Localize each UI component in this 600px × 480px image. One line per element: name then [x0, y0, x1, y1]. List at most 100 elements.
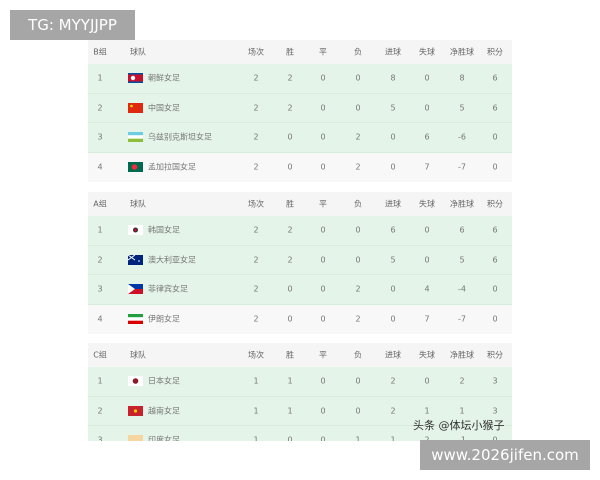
watermark-source: 头条 @体坛小猴子: [413, 419, 505, 432]
table-row[interactable]: 1 韩国女足 2 2 0 0 6 0 6 6: [88, 216, 512, 246]
stat-d: 0: [320, 435, 326, 441]
bangladesh-flag-icon: [128, 162, 143, 173]
stat-gf: 6: [390, 225, 396, 235]
stat-ga: 4: [424, 284, 430, 294]
stat-p: 1: [253, 406, 259, 416]
stat-w: 0: [287, 132, 293, 142]
column-header: 净胜球: [450, 199, 474, 209]
stat-d: 0: [320, 284, 326, 294]
group-table: B组 球队 场次 胜 平 负 进球 失球 净胜球 积分 1 朝鲜女足 2 2 0 0 8 0 8 6 2 中国女足 2 2 0 0…: [88, 40, 512, 182]
stat-pts: 6: [492, 73, 498, 83]
table-row[interactable]: 2 越南女足 1 1 0 0 2 1 1 3: [88, 396, 512, 426]
rank: 1: [97, 376, 103, 386]
stat-l: 2: [355, 284, 361, 294]
stat-gf: 1: [390, 435, 396, 441]
team-name[interactable]: 韩国女足: [148, 225, 180, 235]
rank: 2: [97, 255, 103, 265]
rank: 1: [97, 225, 103, 235]
stat-pts: 0: [492, 435, 498, 441]
team-name[interactable]: 菲律宾女足: [148, 284, 188, 294]
stat-gd: -7: [458, 162, 466, 172]
column-header: 积分: [487, 199, 503, 209]
stat-pts: 6: [492, 255, 498, 265]
stat-pts: 0: [492, 314, 498, 324]
rank: 1: [97, 73, 103, 83]
stat-p: 2: [253, 103, 259, 113]
team-name[interactable]: 伊朗女足: [148, 314, 180, 324]
table-row[interactable]: 2 中国女足 2 2 0 0 5 0 5 6: [88, 93, 512, 123]
stat-d: 0: [320, 103, 326, 113]
australia-flag-icon: [128, 254, 143, 265]
column-header: 球队: [130, 199, 146, 209]
stat-ga: 6: [424, 132, 430, 142]
china-flag-icon: [128, 102, 143, 113]
watermark-top: TG: MYYJJPP: [10, 10, 135, 40]
stat-w: 2: [287, 73, 293, 83]
stat-p: 2: [253, 314, 259, 324]
stat-ga: 2: [424, 435, 430, 441]
table-row[interactable]: 1 朝鲜女足 2 2 0 0 8 0 8 6: [88, 64, 512, 94]
uzbekistan-flag-icon: [128, 132, 143, 143]
stat-gf: 0: [390, 132, 396, 142]
rank: 4: [97, 162, 103, 172]
column-header: 球队: [130, 47, 146, 57]
table-row[interactable]: 2 澳大利亚女足 2 2 0 0 5 0 5 6: [88, 245, 512, 275]
rank: 3: [97, 284, 103, 294]
group-name: A组: [93, 199, 107, 209]
team-name[interactable]: 越南女足: [148, 406, 180, 416]
stat-p: 1: [253, 376, 259, 386]
column-header: 胜: [286, 350, 294, 360]
column-header: 球队: [130, 350, 146, 360]
team-name[interactable]: 印度女足: [148, 435, 180, 441]
rank: 2: [97, 103, 103, 113]
team-name[interactable]: 澳大利亚女足: [148, 255, 196, 265]
column-header: 进球: [385, 199, 401, 209]
stat-p: 2: [253, 255, 259, 265]
stat-l: 0: [355, 406, 361, 416]
stat-pts: 0: [492, 284, 498, 294]
team-name[interactable]: 中国女足: [148, 103, 180, 113]
japan-flag-icon: [128, 376, 143, 387]
stat-gd: -6: [458, 132, 466, 142]
column-header: 平: [319, 47, 327, 57]
stat-gf: 0: [390, 162, 396, 172]
column-header: 进球: [385, 350, 401, 360]
stat-ga: 0: [424, 376, 430, 386]
rank: 3: [97, 132, 103, 142]
table-row[interactable]: 3 乌兹别克斯坦女足 2 0 0 2 0 6 -6 0: [88, 123, 512, 153]
column-header: 场次: [248, 47, 264, 57]
stat-d: 0: [320, 406, 326, 416]
table-row[interactable]: 4 孟加拉国女足 2 0 0 2 0 7 -7 0: [88, 152, 512, 182]
philippines-flag-icon: [128, 284, 143, 295]
column-header: 场次: [248, 350, 264, 360]
watermark-bottom: www.2026jifen.com: [420, 440, 590, 470]
vietnam-flag-icon: [128, 405, 143, 416]
table-row[interactable]: 4 伊朗女足 2 0 0 2 0 7 -7 0: [88, 304, 512, 334]
team-name[interactable]: 孟加拉国女足: [148, 162, 196, 172]
group-name: B组: [93, 47, 107, 57]
column-header: 积分: [487, 350, 503, 360]
rank: 2: [97, 406, 103, 416]
stat-w: 0: [287, 284, 293, 294]
column-header: 失球: [419, 47, 435, 57]
group-table: C组 球队 场次 胜 平 负 进球 失球 净胜球 积分 1 日本女足 1 1 0 0 2 0 2 3 2 越南女足 1 1 0 0…: [88, 343, 512, 441]
stat-w: 0: [287, 314, 293, 324]
stat-p: 2: [253, 162, 259, 172]
stat-l: 0: [355, 255, 361, 265]
team-name[interactable]: 乌兹别克斯坦女足: [148, 132, 212, 142]
table-row[interactable]: 1 日本女足 1 1 0 0 2 0 2 3: [88, 367, 512, 397]
stat-ga: 0: [424, 73, 430, 83]
column-header: 负: [354, 47, 362, 57]
stat-ga: 1: [424, 406, 430, 416]
column-header: 负: [354, 199, 362, 209]
stat-l: 2: [355, 314, 361, 324]
team-name[interactable]: 朝鲜女足: [148, 73, 180, 83]
rank: 3: [97, 435, 103, 441]
stat-p: 1: [253, 435, 259, 441]
stat-w: 2: [287, 255, 293, 265]
table-row[interactable]: 3 菲律宾女足 2 0 0 2 0 4 -4 0: [88, 275, 512, 305]
stat-gd: 8: [459, 73, 465, 83]
table-row[interactable]: 3 印度女足 1 0 0 1 1 2 -1 0: [88, 426, 512, 441]
team-name[interactable]: 日本女足: [148, 376, 180, 386]
iran-flag-icon: [128, 314, 143, 325]
